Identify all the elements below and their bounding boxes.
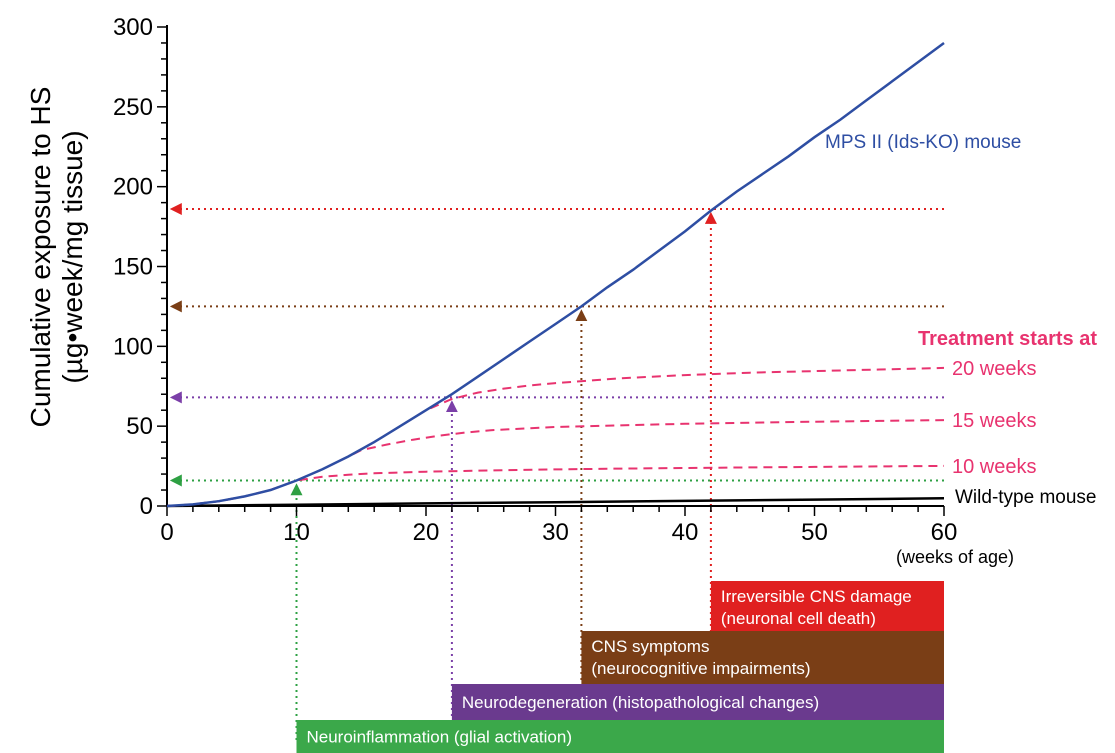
y-tick-label: 0	[140, 493, 153, 520]
phase-label-line1: Irreversible CNS damage	[721, 587, 912, 606]
series-labels: MPS II (Ids-KO) mouse Wild-type mouse Trea…	[825, 132, 1097, 508]
threshold-guides	[169, 203, 944, 740]
mps-series-label: MPS II (Ids-KO) mouse	[825, 132, 1021, 153]
series-line-mps-ii-ids-ko-mouse	[166, 41, 945, 508]
y-tick-label: 200	[113, 174, 153, 201]
x-tick-label: 30	[542, 519, 569, 546]
x-tick-label: 20	[413, 519, 440, 546]
treatment-title: Treatment starts at	[918, 328, 1097, 350]
x-tick-label: 60	[931, 519, 958, 546]
treatment-label: 20 weeks	[952, 358, 1037, 380]
y-tick-label: 300	[113, 14, 153, 41]
wildtype-series-label: Wild-type mouse	[955, 487, 1097, 508]
y-axis-title: Cumulative exposure to HS (µg•week/mg ti…	[25, 87, 88, 428]
phase-bar	[296, 720, 944, 753]
phase-label-line1: CNS symptoms	[591, 637, 709, 656]
x-tick-label: 50	[801, 519, 828, 546]
phase-bar	[581, 631, 944, 684]
phase-label: Neuroinflammation (glial activation)	[307, 728, 573, 747]
series-line-15-weeks	[166, 419, 945, 507]
y-axis-title-line2: (µg•week/mg tissue)	[57, 130, 88, 383]
treatment-label: 10 weeks	[952, 456, 1037, 478]
disease-phase-bars: Neuroinflammation (glial activation) Neur…	[296, 581, 944, 753]
phase-label-line2: (neurocognitive impairments)	[591, 659, 810, 678]
y-tick-label: 150	[113, 254, 153, 281]
x-tick-label: 0	[160, 519, 173, 546]
phase-bar	[451, 684, 944, 720]
y-tick-label: 100	[113, 333, 153, 360]
y-tick-label: 50	[126, 413, 153, 440]
y-tick-label: 250	[113, 94, 153, 121]
series-lines	[166, 41, 945, 508]
phase-label: Neurodegeneration (histopathological cha…	[462, 693, 819, 712]
phase-label-line2: (neuronal cell death)	[721, 609, 876, 628]
x-axis-title: (weeks of age)	[896, 547, 1014, 567]
y-axis-title-line1: Cumulative exposure to HS	[25, 87, 56, 428]
phase-bar	[710, 581, 944, 631]
axes: 0 50 100 150 200 250 300 0 10 20 30 40 50 60	[113, 14, 957, 546]
series-line-wild-type-mouse	[166, 497, 945, 508]
treatment-label: 15 weeks	[952, 410, 1037, 432]
x-tick-label: 10	[283, 519, 310, 546]
x-tick-label: 40	[672, 519, 699, 546]
